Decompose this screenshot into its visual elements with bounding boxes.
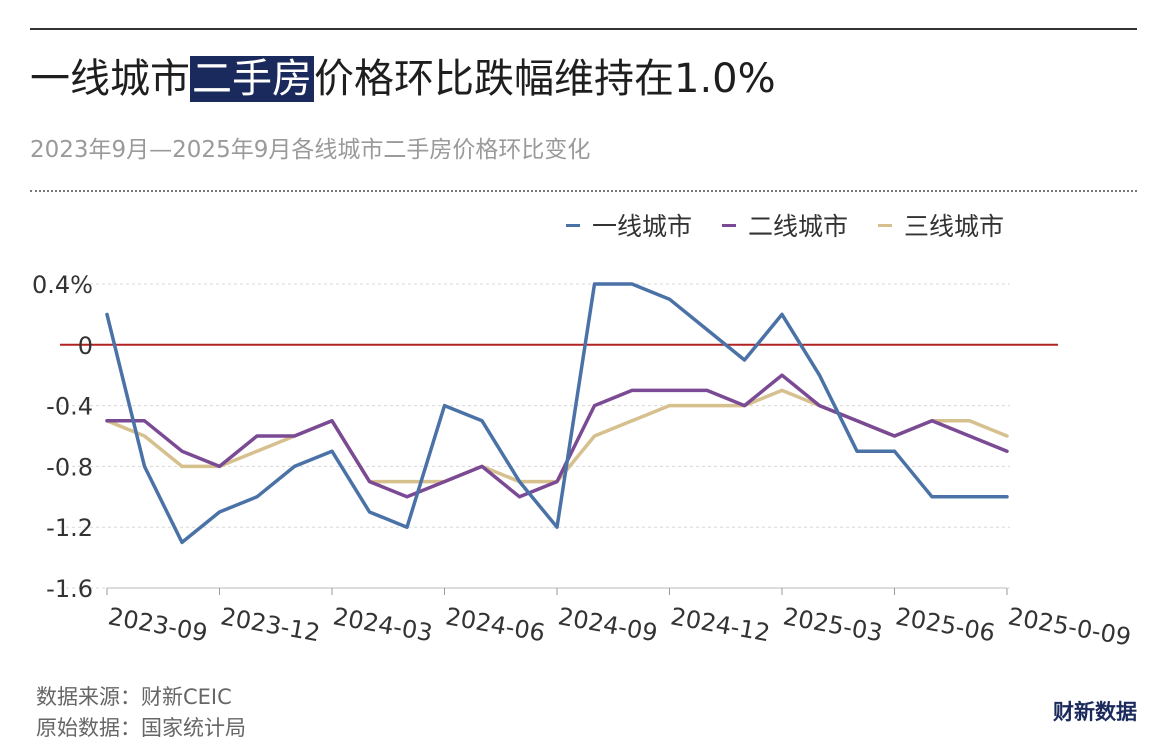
x-tick-label: 2024-09 — [556, 602, 660, 647]
footer-origin: 原始数据：国家统计局 — [36, 716, 246, 740]
legend: 一线城市 二线城市 三线城市 — [565, 207, 1004, 243]
top-rule — [30, 28, 1137, 30]
legend-item-tier3: 三线城市 — [877, 207, 1004, 243]
legend-swatch-tier3 — [877, 223, 892, 227]
series-line-2 — [105, 373, 1009, 499]
series-line-3 — [105, 388, 1009, 484]
legend-label-tier1: 一线城市 — [591, 212, 692, 241]
legend-item-tier2: 二线城市 — [721, 207, 848, 243]
title-suffix: 价格环比跌幅维持在1.0% — [314, 56, 776, 102]
legend-label-tier2: 二线城市 — [747, 212, 848, 241]
dotted-divider — [30, 190, 1137, 192]
legend-swatch-tier1 — [565, 223, 580, 227]
footer: 数据来源：财新CEIC 原始数据：国家统计局 — [36, 682, 246, 744]
x-tick-label: 2025-03 — [781, 602, 885, 647]
legend-label-tier3: 三线城市 — [903, 212, 1004, 241]
footer-source: 数据来源：财新CEIC — [36, 685, 232, 709]
y-tick-label: 0.4% — [32, 271, 93, 299]
x-tick-label: 2025-06 — [893, 602, 997, 647]
x-tick-label: 2023-09 — [106, 602, 210, 647]
legend-item-tier1: 一线城市 — [565, 207, 692, 243]
y-tick-label: -0.8 — [46, 453, 93, 481]
y-tick-label: -1.2 — [46, 514, 93, 542]
legend-swatch-tier2 — [721, 223, 736, 227]
chart-subtitle: 2023年9月—2025年9月各线城市二手房价格环比变化 — [30, 137, 591, 163]
x-tick-label: 2023-12 — [218, 602, 322, 647]
x-tick-label: 2024-12 — [668, 602, 772, 647]
title-highlight: 二手房 — [190, 56, 314, 102]
y-tick-label: -1.6 — [46, 575, 93, 603]
title-prefix: 一线城市 — [30, 56, 190, 102]
y-tick-label: 0 — [78, 332, 93, 360]
x-tick-label: 2025-0-09 — [1006, 602, 1133, 651]
y-tick-label: -0.4 — [46, 393, 93, 421]
x-tick-label: 2024-03 — [331, 602, 435, 647]
x-tick-label: 2024-06 — [443, 602, 547, 647]
chart-title: 一线城市二手房价格环比跌幅维持在1.0% — [30, 46, 776, 104]
series-line-1 — [105, 282, 1009, 545]
brand-logo: 财新数据 — [1053, 700, 1137, 724]
